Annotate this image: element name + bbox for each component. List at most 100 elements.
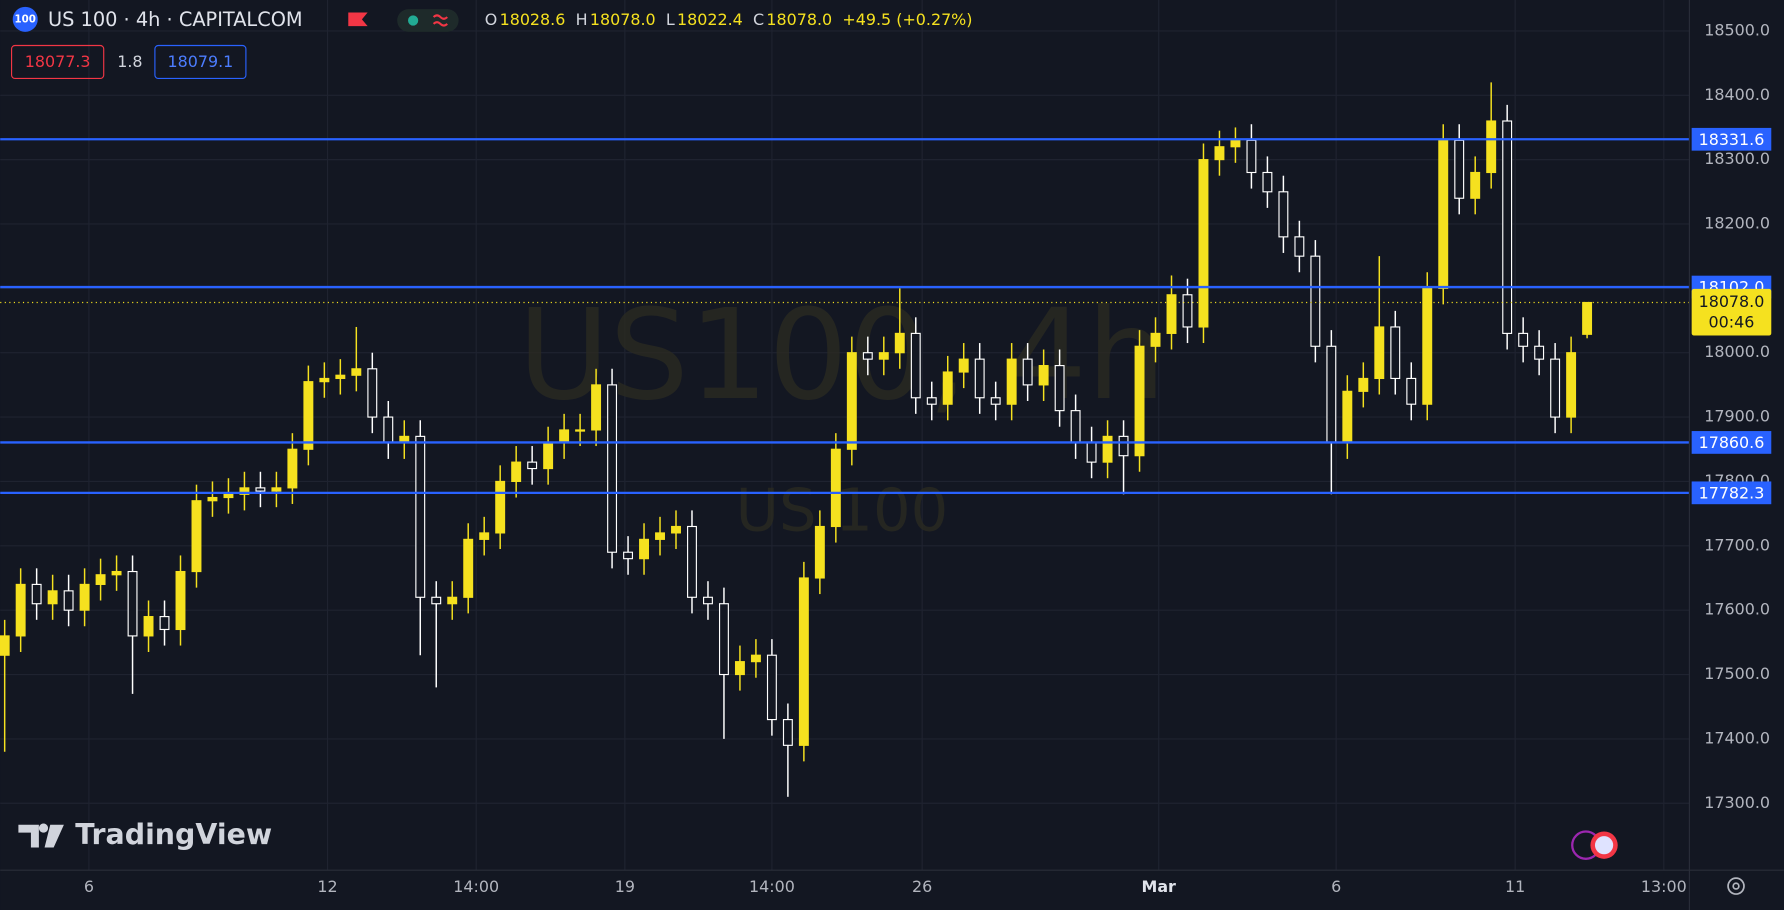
ohlc-value: 18028.6: [500, 10, 566, 29]
candle-body-up: [223, 493, 234, 499]
candle-body-up: [1358, 377, 1369, 392]
candle-body-up: [942, 371, 953, 405]
ohlc-key: L: [666, 10, 675, 29]
candle-body-up: [1374, 326, 1385, 380]
y-tick-label: 17300.0: [1704, 793, 1770, 812]
candle-body-up: [303, 381, 314, 450]
logo[interactable]: TradingView: [75, 818, 272, 851]
candle-body-up: [1566, 352, 1577, 418]
candle-body-down: [687, 525, 697, 598]
candle-body-up: [1198, 159, 1209, 328]
candle-body-down: [1246, 139, 1257, 174]
level-tag: [1691, 431, 1772, 454]
flag-icon[interactable]: [348, 12, 368, 27]
candle-body-down: [1502, 120, 1513, 334]
change: +49.5 (+0.27%): [842, 10, 972, 29]
candle-body-down: [1534, 345, 1545, 360]
y-tick-label: 18300.0: [1704, 149, 1770, 168]
symbol-title[interactable]: US 100 · 4h · CAPITALCOM: [48, 8, 303, 31]
candle-body-up: [1102, 435, 1113, 463]
settings-icon[interactable]: [1727, 877, 1745, 895]
candle-body-up: [447, 596, 458, 605]
candle-body-down: [718, 603, 729, 676]
x-tick-label: 13:00: [1641, 877, 1687, 896]
candle-body-up: [1438, 139, 1449, 289]
candle-body-down: [1326, 345, 1337, 444]
candle-body-up: [335, 374, 346, 380]
candle-body-up: [1582, 301, 1593, 335]
x-tick-label: 19: [615, 877, 635, 896]
candle-body-down: [990, 397, 1001, 405]
candle-body-up: [1422, 287, 1433, 405]
ohlc-value: 18078.0: [766, 10, 832, 29]
status-dot: [407, 15, 419, 26]
candle-body-down: [926, 397, 937, 405]
x-tick-label: 12: [317, 877, 337, 896]
candle-body-up: [878, 352, 889, 360]
candle-body-down: [862, 352, 873, 360]
candle-body-up: [1342, 390, 1353, 444]
y-tick-label: 18400.0: [1704, 85, 1770, 104]
x-tick-label: 6: [84, 877, 94, 896]
candle-body-up: [958, 358, 969, 373]
candle-body-down: [527, 461, 538, 470]
candle-body-down: [1518, 332, 1529, 347]
candle-body-down: [607, 384, 618, 553]
candle-body-up: [1038, 365, 1049, 386]
candle-body-down: [1406, 377, 1417, 405]
candle-body-up: [559, 429, 570, 444]
candle-body-up: [15, 583, 26, 637]
x-tick-label: 11: [1505, 877, 1525, 896]
candle-body-down: [383, 416, 394, 444]
candle-body-up: [511, 461, 522, 483]
symbol-badge[interactable]: [12, 6, 38, 32]
candle-body-up: [207, 496, 218, 502]
candle-body-up: [143, 616, 154, 637]
candle-body-down: [367, 368, 378, 418]
level-label: 18331.6: [1699, 130, 1765, 149]
candle-body-up: [1470, 171, 1481, 199]
candle-body-down: [1022, 358, 1033, 386]
candle-body-down: [1182, 294, 1193, 328]
candle-body-down: [127, 570, 138, 637]
watermark-sub: US 100: [736, 475, 949, 544]
candle-body-down: [63, 590, 74, 611]
candle-body-down: [1390, 326, 1401, 380]
settings-icon-center: [1732, 882, 1740, 890]
ask-box[interactable]: [154, 44, 247, 80]
candle-body-up: [319, 377, 330, 383]
candle-body-down: [1086, 442, 1097, 463]
logo-icon: [18, 823, 64, 848]
candle-body-down: [974, 358, 985, 399]
candle-body-up: [814, 525, 825, 579]
y-tick-label: 17500.0: [1704, 664, 1770, 683]
ask: 18079.1: [168, 52, 234, 71]
candle-body-up: [0, 635, 10, 656]
x-tick-label: 14:00: [453, 877, 499, 896]
candle-body-up: [111, 570, 122, 576]
candle-body-down: [1278, 191, 1289, 238]
spread: 1.8: [117, 52, 142, 71]
candle-body-down: [255, 487, 266, 492]
candle-body-up: [750, 654, 761, 663]
y-tick-label: 18200.0: [1704, 213, 1770, 232]
status-pill[interactable]: [397, 9, 459, 32]
ohlc-value: 18078.0: [590, 10, 656, 29]
candle-body-up: [191, 500, 202, 573]
candle-body-up: [239, 487, 250, 495]
last-price-tag: [1691, 288, 1772, 336]
candle-body-up: [734, 661, 745, 676]
candle-body-up: [1486, 120, 1497, 174]
candle-body-down: [1118, 435, 1129, 457]
candle-body-up: [495, 480, 506, 534]
bid-box[interactable]: [11, 44, 105, 80]
candle-body-up: [830, 448, 841, 528]
last-price-label: 18078.0: [1699, 292, 1765, 311]
level-tag: [1691, 127, 1772, 151]
candle-body-down: [782, 719, 793, 746]
candle-body-up: [846, 352, 857, 450]
candle-body-up: [175, 570, 186, 631]
candle-body-up: [79, 583, 90, 611]
